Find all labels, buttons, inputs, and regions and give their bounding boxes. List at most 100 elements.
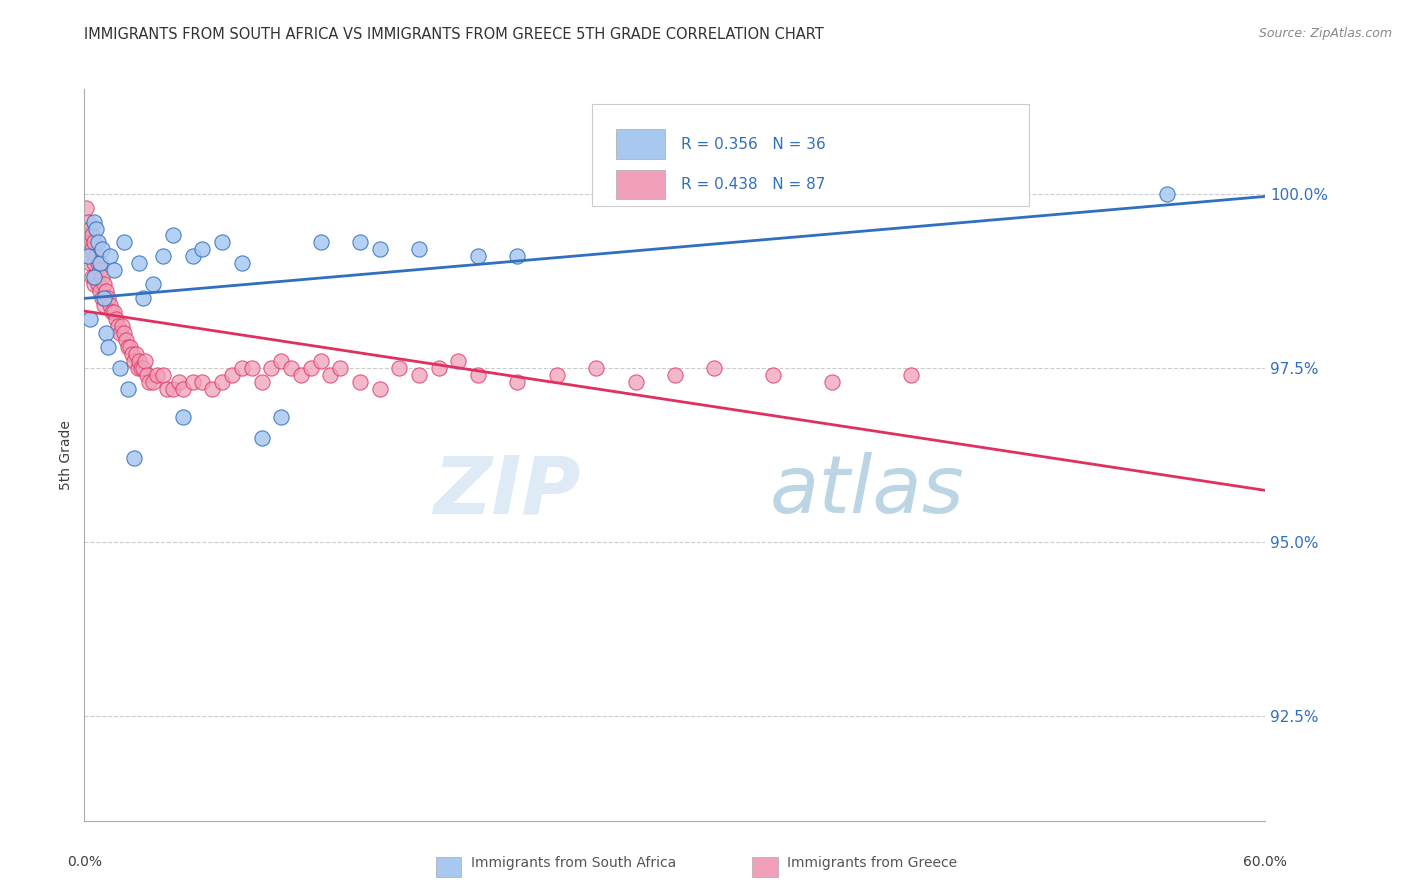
Point — [162, 228, 184, 243]
Point — [103, 305, 125, 319]
Point — [191, 243, 214, 257]
Point — [132, 291, 155, 305]
Point — [77, 243, 100, 257]
Point — [108, 360, 131, 375]
Point — [762, 368, 785, 382]
FancyBboxPatch shape — [616, 169, 665, 199]
Point — [118, 340, 141, 354]
FancyBboxPatch shape — [592, 103, 1029, 206]
Point — [156, 382, 179, 396]
Point — [79, 312, 101, 326]
Point — [112, 235, 135, 250]
Point — [329, 360, 352, 375]
Point — [270, 409, 292, 424]
Point — [319, 368, 342, 382]
FancyBboxPatch shape — [616, 129, 665, 159]
Point — [97, 340, 120, 354]
Point — [87, 235, 110, 250]
Point — [142, 375, 165, 389]
Point — [94, 326, 117, 340]
Point — [107, 319, 129, 334]
Point — [84, 270, 107, 285]
Point — [122, 451, 145, 466]
Point — [112, 326, 135, 340]
Point — [87, 277, 110, 292]
Point — [142, 277, 165, 292]
Point — [506, 249, 529, 263]
Point — [260, 360, 283, 375]
Point — [83, 277, 105, 292]
Point — [128, 354, 150, 368]
Point — [77, 228, 100, 243]
Point — [121, 347, 143, 361]
Point — [127, 360, 149, 375]
Point — [83, 270, 105, 285]
Point — [299, 360, 322, 375]
Point — [349, 235, 371, 250]
Point — [89, 263, 111, 277]
Point — [821, 375, 844, 389]
Point — [91, 243, 114, 257]
Point — [221, 368, 243, 382]
Point — [172, 382, 194, 396]
Point — [467, 249, 489, 263]
Point — [408, 243, 430, 257]
Point — [91, 270, 114, 285]
Point — [97, 291, 120, 305]
Point — [270, 354, 292, 368]
Point — [77, 214, 100, 228]
Point — [83, 235, 105, 250]
Point — [280, 360, 302, 375]
Point — [467, 368, 489, 382]
Y-axis label: 5th Grade: 5th Grade — [59, 420, 73, 490]
Point — [703, 360, 725, 375]
Text: R = 0.438   N = 87: R = 0.438 N = 87 — [681, 177, 825, 192]
Point — [250, 375, 273, 389]
Point — [117, 382, 139, 396]
Point — [108, 326, 131, 340]
Point — [83, 256, 105, 270]
Point — [79, 256, 101, 270]
Point — [98, 298, 121, 312]
Point — [408, 368, 430, 382]
Point — [349, 375, 371, 389]
Point — [309, 235, 332, 250]
Point — [585, 360, 607, 375]
Point — [624, 375, 647, 389]
Point — [368, 243, 391, 257]
Point — [167, 375, 190, 389]
Point — [231, 360, 253, 375]
Point — [368, 382, 391, 396]
Point — [82, 270, 104, 285]
Point — [231, 256, 253, 270]
Point — [290, 368, 312, 382]
Point — [93, 298, 115, 312]
Point — [546, 368, 568, 382]
Point — [388, 360, 411, 375]
Point — [101, 305, 124, 319]
Point — [91, 291, 114, 305]
Point — [240, 360, 263, 375]
Point — [211, 235, 233, 250]
Point — [103, 263, 125, 277]
Point — [79, 235, 101, 250]
Point — [191, 375, 214, 389]
Point — [664, 368, 686, 382]
Point — [75, 221, 97, 235]
Point — [84, 221, 107, 235]
Point — [181, 375, 204, 389]
Point — [79, 221, 101, 235]
Point — [181, 249, 204, 263]
Point — [89, 256, 111, 270]
Point — [162, 382, 184, 396]
Point — [122, 354, 145, 368]
Point — [124, 347, 146, 361]
Point — [98, 249, 121, 263]
Point — [93, 291, 115, 305]
Text: Source: ZipAtlas.com: Source: ZipAtlas.com — [1258, 27, 1392, 40]
Point — [211, 375, 233, 389]
Point — [89, 284, 111, 298]
Point — [136, 368, 159, 382]
Text: 0.0%: 0.0% — [67, 855, 101, 870]
Point — [132, 360, 155, 375]
